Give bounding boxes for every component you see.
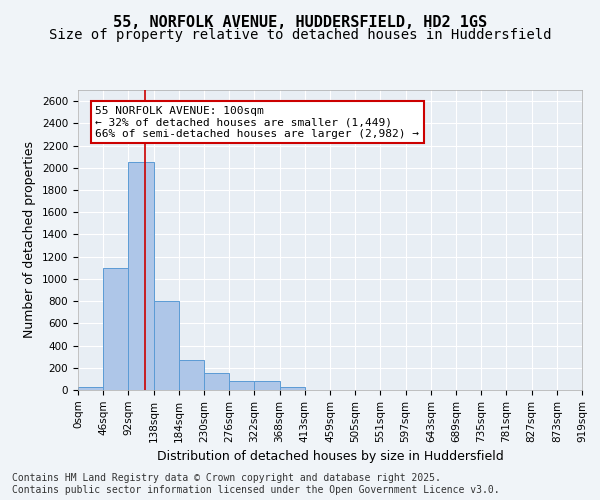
Bar [229,381,254,390]
Bar [103,268,128,390]
Text: 55 NORFOLK AVENUE: 100sqm
← 32% of detached houses are smaller (1,449)
66% of se: 55 NORFOLK AVENUE: 100sqm ← 32% of detac… [95,106,419,139]
Y-axis label: Number of detached properties: Number of detached properties [23,142,37,338]
Bar [78,386,103,390]
Bar [280,386,305,390]
Text: 55, NORFOLK AVENUE, HUDDERSFIELD, HD2 1GS: 55, NORFOLK AVENUE, HUDDERSFIELD, HD2 1G… [113,15,487,30]
Bar [128,162,154,390]
Bar [204,373,229,390]
Bar [179,360,204,390]
Bar [254,381,280,390]
X-axis label: Distribution of detached houses by size in Huddersfield: Distribution of detached houses by size … [157,450,503,463]
Text: Contains HM Land Registry data © Crown copyright and database right 2025.
Contai: Contains HM Land Registry data © Crown c… [12,474,500,495]
Bar [154,301,179,390]
Text: Size of property relative to detached houses in Huddersfield: Size of property relative to detached ho… [49,28,551,42]
